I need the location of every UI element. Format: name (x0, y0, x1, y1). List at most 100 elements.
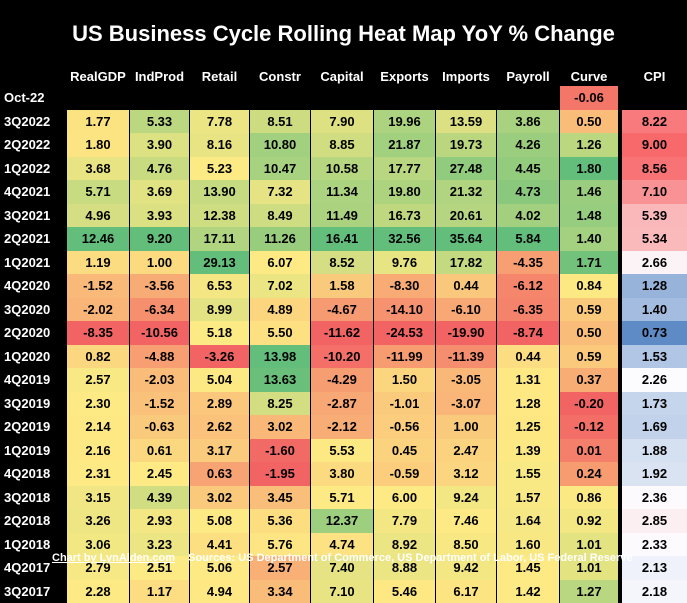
heatmap-cell: 5.76 (250, 533, 310, 556)
heatmap-cell: -11.39 (436, 345, 496, 368)
heatmap-cell: 8.16 (190, 133, 249, 157)
heatmap-cell: 11.34 (311, 180, 373, 204)
heatmap-cell: 2.30 (67, 392, 129, 415)
column-header-exports: Exports (380, 69, 429, 84)
heatmap-cell: 1.80 (67, 133, 129, 157)
heatmap-cell: 8.56 (622, 157, 687, 180)
heatmap-cell: 8.49 (250, 204, 310, 227)
heatmap-cell: 0.50 (560, 110, 618, 133)
heatmap-cell: 17.11 (190, 227, 249, 251)
heatmap-cell: 11.26 (250, 227, 310, 251)
row-label: 1Q2020 (4, 349, 51, 364)
heatmap-cell: 0.01 (560, 439, 618, 462)
heatmap-cell: 0.59 (560, 298, 618, 321)
heatmap-cell: 6.53 (190, 274, 249, 298)
heatmap-cell: -1.95 (250, 462, 310, 486)
heatmap-cell: 5.04 (190, 368, 249, 392)
heatmap-cell: 2.47 (436, 439, 496, 462)
heatmap-cell: 8.52 (311, 251, 373, 274)
heatmap-cell: 0.37 (560, 368, 618, 392)
heatmap-cell: 16.41 (311, 227, 373, 251)
heatmap-cell: -1.52 (67, 274, 129, 298)
heatmap-cell: 1.27 (560, 580, 618, 603)
heatmap-cell: 3.80 (311, 462, 373, 486)
heatmap-cell: 1.92 (622, 462, 687, 486)
heatmap-cell: 7.32 (250, 180, 310, 204)
row-label: 1Q2019 (4, 443, 51, 458)
heatmap-cell: 5.36 (250, 509, 310, 533)
heatmap-cell: 19.96 (374, 110, 435, 133)
heatmap-cell: 27.48 (436, 157, 496, 180)
heatmap-cell: -0.56 (374, 415, 435, 439)
heatmap-cell: 2.28 (67, 580, 129, 603)
heatmap-cell: 0.44 (497, 345, 559, 368)
heatmap-cell: 4.45 (497, 157, 559, 180)
heatmap-cell: 1.58 (311, 274, 373, 298)
heatmap-cell: 4.76 (130, 157, 189, 180)
heatmap-cell: 17.82 (436, 251, 496, 274)
heatmap-cell: 0.24 (560, 462, 618, 486)
heatmap-cell: 1.57 (497, 486, 559, 509)
heatmap-cell: 5.71 (311, 486, 373, 509)
heatmap-cell: 1.19 (67, 251, 129, 274)
heatmap-cell: 3.02 (250, 415, 310, 439)
heatmap-cell: 0.86 (560, 486, 618, 509)
heatmap-cell: 0.73 (622, 321, 687, 345)
heatmap-cell: -8.35 (67, 321, 129, 345)
heatmap-cell: 9.24 (436, 486, 496, 509)
heatmap-cell: 1.55 (497, 462, 559, 486)
heatmap-cell: 3.86 (497, 110, 559, 133)
heatmap-cell: 13.59 (436, 110, 496, 133)
heatmap-cell: -2.02 (67, 298, 129, 321)
heatmap-cell: -11.62 (311, 321, 373, 345)
row-label: 1Q2018 (4, 537, 51, 552)
heatmap-cell: 1.00 (436, 415, 496, 439)
footer-link[interactable]: Chart by LynAlden.com (52, 552, 176, 564)
heatmap-cell: 2.26 (622, 368, 687, 392)
heatmap-cell: 3.15 (67, 486, 129, 509)
row-label: 1Q2022 (4, 161, 51, 176)
heatmap-cell: -0.63 (130, 415, 189, 439)
heatmap-cell: 3.17 (190, 439, 249, 462)
heatmap-cell: 1.60 (497, 533, 559, 556)
heatmap-cell: 8.22 (622, 110, 687, 133)
heatmap-cell: -4.88 (130, 345, 189, 368)
heatmap-cell: 1.42 (497, 580, 559, 603)
column-header-indprod: IndProd (134, 69, 185, 84)
heatmap-cell: 1.88 (622, 439, 687, 462)
heatmap-cell: 1.31 (497, 368, 559, 392)
footer-sources: Sources: US Department of Commerce, US D… (188, 552, 633, 564)
heatmap-cell: 10.47 (250, 157, 310, 180)
heatmap-cell: 2.57 (67, 368, 129, 392)
heatmap-cell: 7.02 (250, 274, 310, 298)
heatmap-cell: 5.50 (250, 321, 310, 345)
heatmap-cell: -6.34 (130, 298, 189, 321)
heatmap-cell: 0.45 (374, 439, 435, 462)
heatmap-cell: -4.35 (497, 251, 559, 274)
row-label: 3Q2021 (4, 208, 51, 223)
heatmap-cell: -4.67 (311, 298, 373, 321)
heatmap-cell: 7.10 (311, 580, 373, 603)
heatmap-cell: -3.07 (436, 392, 496, 415)
heatmap-cell: 2.16 (67, 439, 129, 462)
row-label: 3Q2017 (4, 584, 51, 599)
heatmap-cell: 0.82 (67, 345, 129, 368)
heatmap-cell: 0.92 (560, 509, 618, 533)
heatmap-cell: 35.64 (436, 227, 496, 251)
heatmap-cell: 2.36 (622, 486, 687, 509)
heatmap-cell: 7.79 (374, 509, 435, 533)
heatmap-cell: -6.35 (497, 298, 559, 321)
heatmap-cell: 0.59 (560, 345, 618, 368)
heatmap-cell: 4.96 (67, 204, 129, 227)
heatmap-cell: 8.25 (250, 392, 310, 415)
row-label: 4Q2020 (4, 278, 51, 293)
row-label: 3Q2020 (4, 302, 51, 317)
heatmap-cell: 5.33 (130, 110, 189, 133)
heatmap-cell: 1.53 (622, 345, 687, 368)
heatmap-cell: -0.59 (374, 462, 435, 486)
heatmap-cell: 4.73 (497, 180, 559, 204)
row-label: 3Q2018 (4, 490, 51, 505)
heatmap-cell: -10.20 (311, 345, 373, 368)
heatmap-cell: -8.74 (497, 321, 559, 345)
heatmap-cell: 1.17 (130, 580, 189, 603)
